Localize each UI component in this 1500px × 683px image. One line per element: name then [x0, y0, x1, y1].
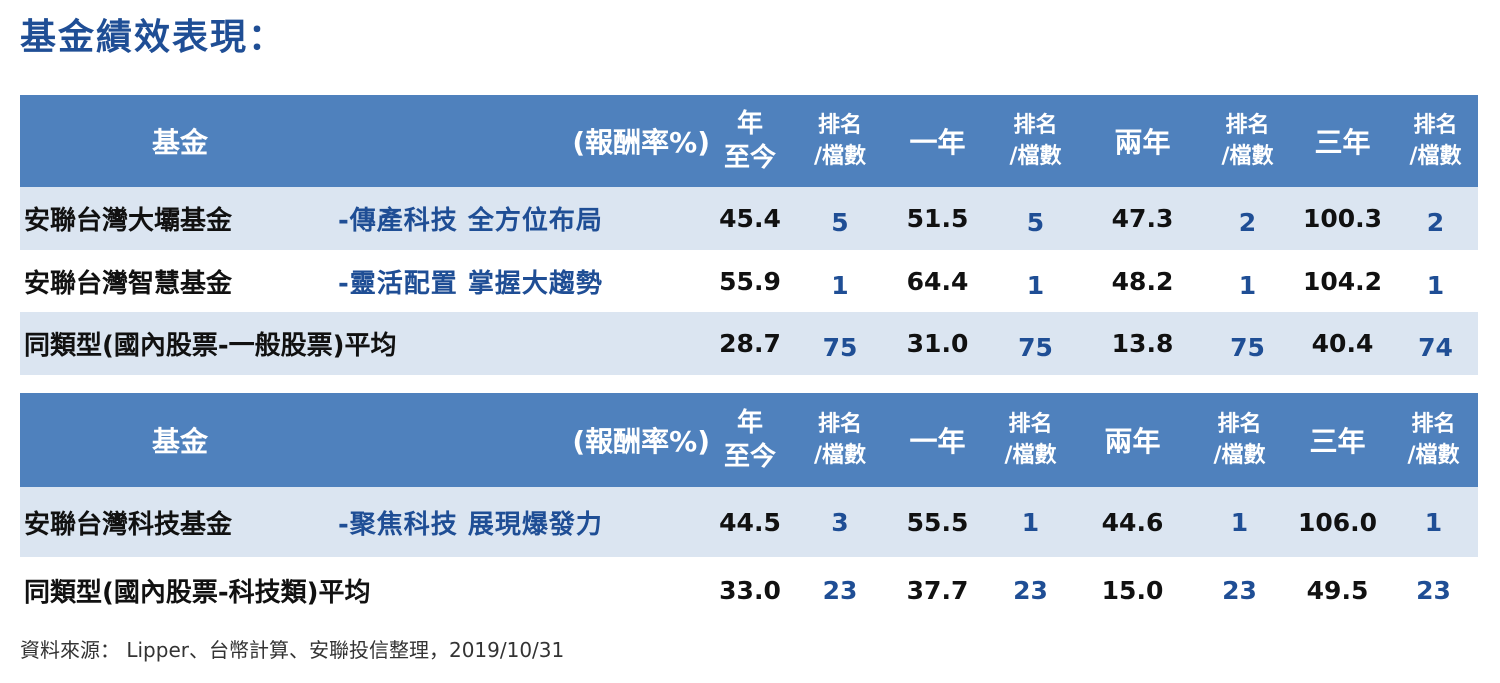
ytd-rank: 3 — [831, 507, 849, 537]
three-year-rank: 74 — [1418, 333, 1453, 362]
ytd-rank: 75 — [822, 333, 858, 362]
two-year-return: 44.6 — [1101, 507, 1164, 537]
ytd-return: 45.4 — [719, 204, 781, 233]
category-average-name: 同類型(國內股票-科技類)平均 — [24, 577, 371, 608]
two-year-rank: 75 — [1230, 333, 1265, 362]
ytd-rank: 1 — [831, 270, 849, 300]
header-one-year: 一年 — [909, 126, 966, 159]
header-return-label: (報酬率%) — [572, 126, 710, 159]
ytd-return: 55.9 — [719, 266, 781, 296]
table-header: 基金 (報酬率%) 年至今 排名/檔數 一年 排名/檔數 兩年 排名/檔數 三年… — [20, 393, 1478, 487]
one-year-rank: 1 — [1026, 270, 1045, 300]
ytd-return: 44.5 — [719, 507, 781, 537]
two-year-rank: 1 — [1238, 270, 1257, 300]
one-year-return: 31.0 — [906, 329, 969, 358]
three-year-return: 106.0 — [1297, 507, 1378, 537]
table-row: 安聯台灣智慧基金 -靈活配置 掌握大趨勢 55.9 1 64.4 1 48.2 … — [20, 250, 1478, 312]
fund-tagline: -傳產科技 全方位布局 — [338, 206, 603, 236]
header-ytd-rank: 排名/檔數 — [813, 412, 867, 468]
header-fund: 基金 — [151, 425, 208, 458]
three-year-return: 40.4 — [1311, 329, 1374, 358]
performance-table-2: 基金 (報酬率%) 年至今 排名/檔數 一年 排名/檔數 兩年 排名/檔數 三年… — [20, 393, 1478, 623]
one-year-rank: 23 — [1013, 575, 1048, 605]
two-year-return: 47.3 — [1111, 204, 1174, 233]
header-ytd: 年至今 — [723, 109, 776, 173]
three-year-return: 100.3 — [1302, 204, 1383, 233]
one-year-return: 55.5 — [906, 507, 969, 537]
header-two-year: 兩年 — [1104, 425, 1161, 458]
three-year-rank: 23 — [1416, 575, 1451, 605]
category-average-name: 同類型(國內股票-一般股票)平均 — [24, 331, 397, 361]
fund-tagline: -靈活配置 掌握大趨勢 — [338, 268, 603, 299]
three-year-return: 104.2 — [1302, 266, 1383, 296]
one-year-rank: 75 — [1018, 333, 1053, 362]
source-note: 資料來源： Lipper、台幣計算、安聯投信整理，2019/10/31 — [20, 638, 565, 662]
header-three-year-rank: 排名/檔數 — [1409, 113, 1462, 169]
ytd-rank: 5 — [831, 208, 849, 237]
one-year-rank: 5 — [1026, 208, 1045, 237]
three-year-rank: 2 — [1426, 208, 1445, 237]
three-year-rank: 1 — [1424, 507, 1443, 537]
ytd-rank: 23 — [822, 575, 858, 605]
fund-name: 安聯台灣智慧基金 — [24, 268, 233, 299]
fund-name: 安聯台灣科技基金 — [24, 509, 233, 540]
table-row: 安聯台灣科技基金 -聚焦科技 展現爆發力 44.5 3 55.5 1 44.6 … — [20, 487, 1478, 557]
header-ytd-rank: 排名/檔數 — [813, 113, 867, 169]
two-year-rank: 23 — [1222, 575, 1257, 605]
fund-tagline: -聚焦科技 展現爆發力 — [338, 509, 603, 540]
table-header: 基金 (報酬率%) 年至今 排名/檔數 一年 排名/檔數 兩年 排名/檔數 三年… — [20, 95, 1478, 187]
header-one-year-rank: 排名/檔數 — [1009, 113, 1062, 169]
table-row-average: 同類型(國內股票-一般股票)平均 28.7 75 31.0 75 13.8 75… — [20, 312, 1478, 375]
two-year-return: 48.2 — [1111, 266, 1174, 296]
two-year-rank: 2 — [1238, 208, 1257, 237]
header-one-year: 一年 — [909, 425, 966, 458]
one-year-return: 37.7 — [906, 575, 969, 605]
performance-table-1: 基金 (報酬率%) 年至今 排名/檔數 一年 排名/檔數 兩年 排名/檔數 三年… — [20, 95, 1478, 375]
header-two-year: 兩年 — [1114, 126, 1171, 159]
ytd-return: 33.0 — [719, 575, 781, 605]
three-year-return: 49.5 — [1306, 575, 1369, 605]
two-year-rank: 1 — [1230, 507, 1249, 537]
header-return-label: (報酬率%) — [572, 425, 710, 458]
header-two-year-rank: 排名/檔數 — [1221, 113, 1274, 169]
header-two-year-rank: 排名/檔數 — [1213, 412, 1266, 468]
header-one-year-rank: 排名/檔數 — [1004, 412, 1057, 468]
one-year-return: 51.5 — [906, 204, 969, 233]
three-year-rank: 1 — [1426, 270, 1445, 300]
table-row: 安聯台灣大壩基金 -傳產科技 全方位布局 45.4 5 51.5 5 47.3 … — [20, 187, 1478, 250]
table-row-average: 同類型(國內股票-科技類)平均 33.0 23 37.7 23 15.0 23 … — [20, 557, 1478, 623]
header-three-year: 三年 — [1309, 425, 1366, 458]
header-three-year-rank: 排名/檔數 — [1407, 412, 1460, 468]
header-ytd: 年至今 — [723, 408, 776, 472]
header-three-year: 三年 — [1314, 126, 1371, 159]
one-year-return: 64.4 — [906, 266, 969, 296]
header-fund: 基金 — [151, 126, 208, 159]
page-title: 基金績效表現： — [20, 17, 287, 58]
one-year-rank: 1 — [1021, 507, 1040, 537]
two-year-return: 15.0 — [1101, 575, 1164, 605]
ytd-return: 28.7 — [719, 329, 781, 358]
fund-name: 安聯台灣大壩基金 — [24, 206, 233, 236]
two-year-return: 13.8 — [1111, 329, 1174, 358]
